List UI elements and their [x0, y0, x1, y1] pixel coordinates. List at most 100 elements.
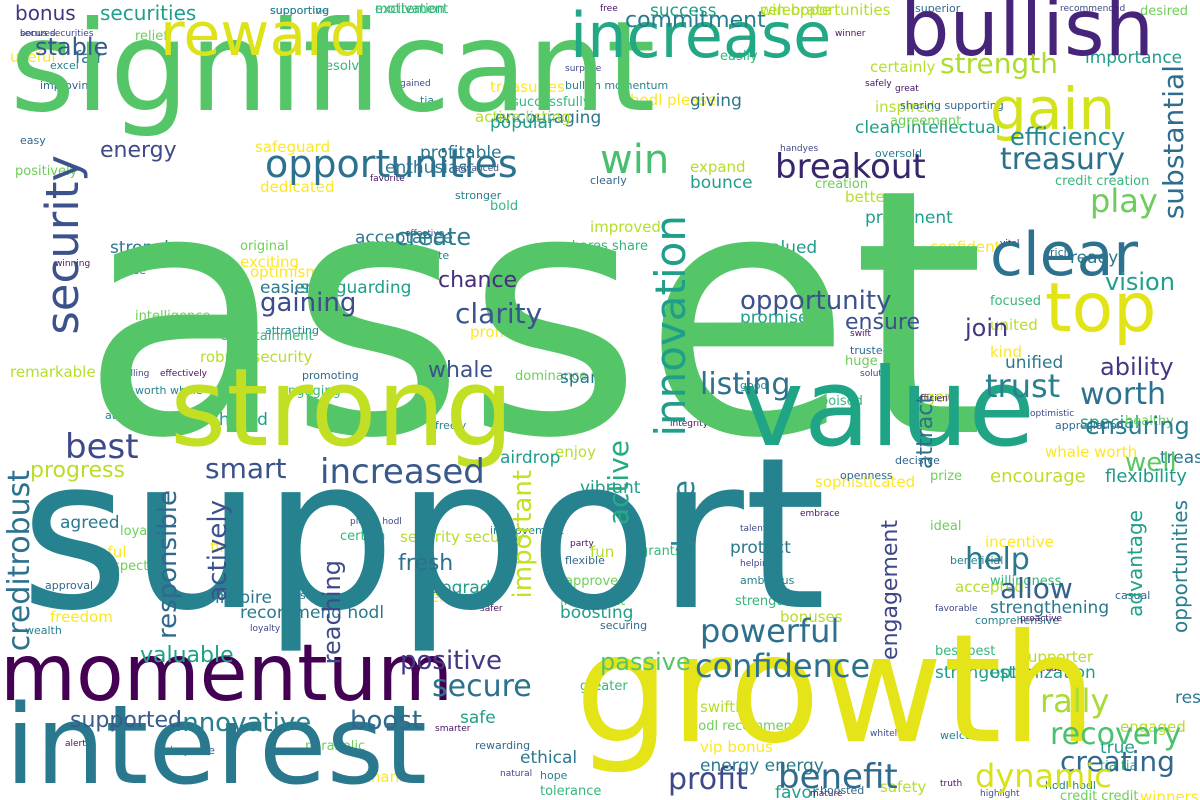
cloud-word-innovation: innovation: [646, 215, 695, 437]
cloud-word-rewarding: rewarding: [475, 739, 531, 752]
cloud-word-greater: greater: [580, 679, 628, 694]
cloud-word-helping: helping: [740, 559, 774, 569]
cloud-word-desired: desired: [1140, 4, 1188, 19]
cloud-word-ready: ready: [1070, 248, 1119, 268]
cloud-word-comprehensive: comprehensive: [975, 614, 1060, 627]
cloud-word-decisive: decisive: [895, 454, 940, 467]
cloud-word-secured: secured: [20, 29, 56, 39]
cloud-word-ease: ease: [120, 264, 147, 277]
cloud-word-vision: vision: [1105, 268, 1175, 296]
cloud-word-growth: growth: [575, 603, 1097, 777]
cloud-word-breakout: breakout: [775, 147, 926, 187]
cloud-word-please-hodl: please hodl: [350, 517, 402, 527]
cloud-word-efficiency: efficiency: [1010, 123, 1126, 151]
cloud-word-inspired: inspired: [875, 98, 935, 116]
cloud-word-encourage: encourage: [990, 466, 1086, 487]
cloud-word-bounce: bounce: [690, 173, 753, 193]
cloud-word-security: security: [36, 155, 89, 335]
cloud-word-hope: hope: [540, 769, 568, 782]
cloud-word-share: share: [667, 480, 702, 564]
cloud-word-recommended: recommended: [1060, 4, 1126, 14]
cloud-word-supporter: supporter: [1020, 648, 1093, 666]
cloud-word-trusted: trusted: [850, 344, 890, 357]
cloud-word-success: success: [650, 1, 717, 21]
cloud-word-truth: truth: [940, 779, 963, 789]
cloud-word-fine: fine: [210, 538, 239, 556]
cloud-word-supported: supported: [70, 708, 182, 733]
cloud-word-winner: winner: [835, 29, 866, 39]
cloud-word-excel: excel: [50, 59, 79, 72]
cloud-word-willingness: willingness: [990, 574, 1062, 589]
cloud-word-strengthening: strengthening: [990, 598, 1110, 618]
cloud-word-handyes: handyes: [780, 144, 819, 154]
cloud-word-powerful: powerful: [700, 612, 840, 650]
cloud-word-fair: fair: [75, 48, 104, 68]
cloud-word-huge: huge: [845, 354, 878, 369]
cloud-word-swiftly: swiftly: [700, 698, 749, 716]
cloud-word-improve: improve: [170, 744, 216, 757]
cloud-word-easy: easy: [20, 134, 46, 147]
cloud-word-hodl-please: hodl please: [630, 91, 717, 109]
cloud-word-embrace: embrace: [800, 509, 840, 519]
cloud-word-advantage: advantage: [1123, 510, 1147, 617]
cloud-word-openness: openness: [840, 469, 893, 482]
cloud-word-progress: progress: [30, 458, 125, 483]
cloud-word-promoting: promoting: [302, 369, 359, 382]
cloud-word-treasuries: treasuries: [490, 78, 565, 96]
cloud-word-security-security: security security: [400, 528, 525, 546]
cloud-word-rally: rally: [1040, 682, 1110, 720]
cloud-word-substantial: substantial: [1157, 65, 1190, 220]
cloud-word-momentum: momentum: [0, 629, 454, 719]
cloud-word-actively: actively: [203, 500, 233, 602]
cloud-word-boosting: boosting: [560, 603, 634, 623]
cloud-word-worth-whale: worth whale: [135, 384, 203, 397]
cloud-word-support: support: [20, 412, 827, 657]
cloud-word-approved: approved: [565, 574, 627, 589]
cloud-word-tolerance: tolerance: [540, 784, 602, 799]
cloud-word-ensuring: ensuring: [1085, 412, 1190, 440]
cloud-word-responsible: responsible: [153, 490, 183, 640]
cloud-word-inspire: inspire: [215, 588, 272, 608]
cloud-word-exciting: exciting: [240, 253, 300, 271]
cloud-word-motivation: motivation: [375, 2, 445, 17]
cloud-word-dynamic: dynamic: [975, 757, 1112, 795]
cloud-word-play: play: [1090, 182, 1158, 220]
cloud-word-good: good: [740, 379, 768, 392]
cloud-word-effective: effective: [405, 229, 445, 239]
cloud-word-optimistic: optimistic: [1030, 409, 1075, 419]
cloud-word-valuable: valuable: [140, 643, 234, 668]
cloud-word-proactive: proactive: [1020, 614, 1063, 624]
cloud-word-smart: smart: [205, 452, 287, 485]
cloud-word-natural: natural: [500, 769, 533, 779]
cloud-word-secure: secure: [432, 669, 532, 704]
cloud-word-safer: safer: [480, 604, 503, 614]
cloud-word-join: join: [965, 314, 1009, 342]
cloud-word-clearly: clearly: [590, 174, 627, 187]
cloud-word-boost: boost: [350, 706, 423, 736]
cloud-word-useful: useful: [10, 48, 56, 66]
cloud-word-welcome: welcome: [940, 729, 990, 742]
cloud-word-bold: bold: [490, 199, 519, 214]
cloud-word-helpful: helpful: [75, 543, 127, 561]
cloud-word-ability: ability: [1100, 353, 1174, 381]
cloud-word-encouraging: encouraging: [495, 108, 602, 128]
cloud-word-oversold: oversold: [875, 147, 923, 160]
cloud-word-safety: safety: [880, 778, 927, 796]
cloud-word-safe: safe: [460, 708, 496, 728]
cloud-word-enthusiast: enthusiast: [385, 158, 474, 178]
cloud-word-robust-security: robust security: [200, 348, 313, 366]
cloud-word-favorite: favorite: [370, 174, 405, 184]
cloud-word-active: active: [602, 440, 635, 526]
cloud-word-flexible: flexible: [565, 554, 605, 567]
cloud-word-securities: securities: [100, 1, 197, 25]
cloud-word-clean-intellectual: clean intellectual: [855, 118, 1001, 138]
cloud-word-treasury-asset: treasury asset: [1160, 448, 1200, 468]
cloud-word-vip-bonus: vip bonus: [700, 738, 773, 756]
cloud-word-gaining: gaining: [260, 288, 357, 318]
cloud-word-create: create: [395, 223, 472, 251]
cloud-word-respectively: respectively: [1175, 688, 1200, 708]
cloud-word-party: party: [570, 539, 594, 549]
cloud-word-clarity: clarity: [455, 297, 543, 330]
cloud-word-energy-energy: energy energy: [700, 756, 824, 776]
cloud-word-incentive: incentive: [985, 533, 1054, 551]
